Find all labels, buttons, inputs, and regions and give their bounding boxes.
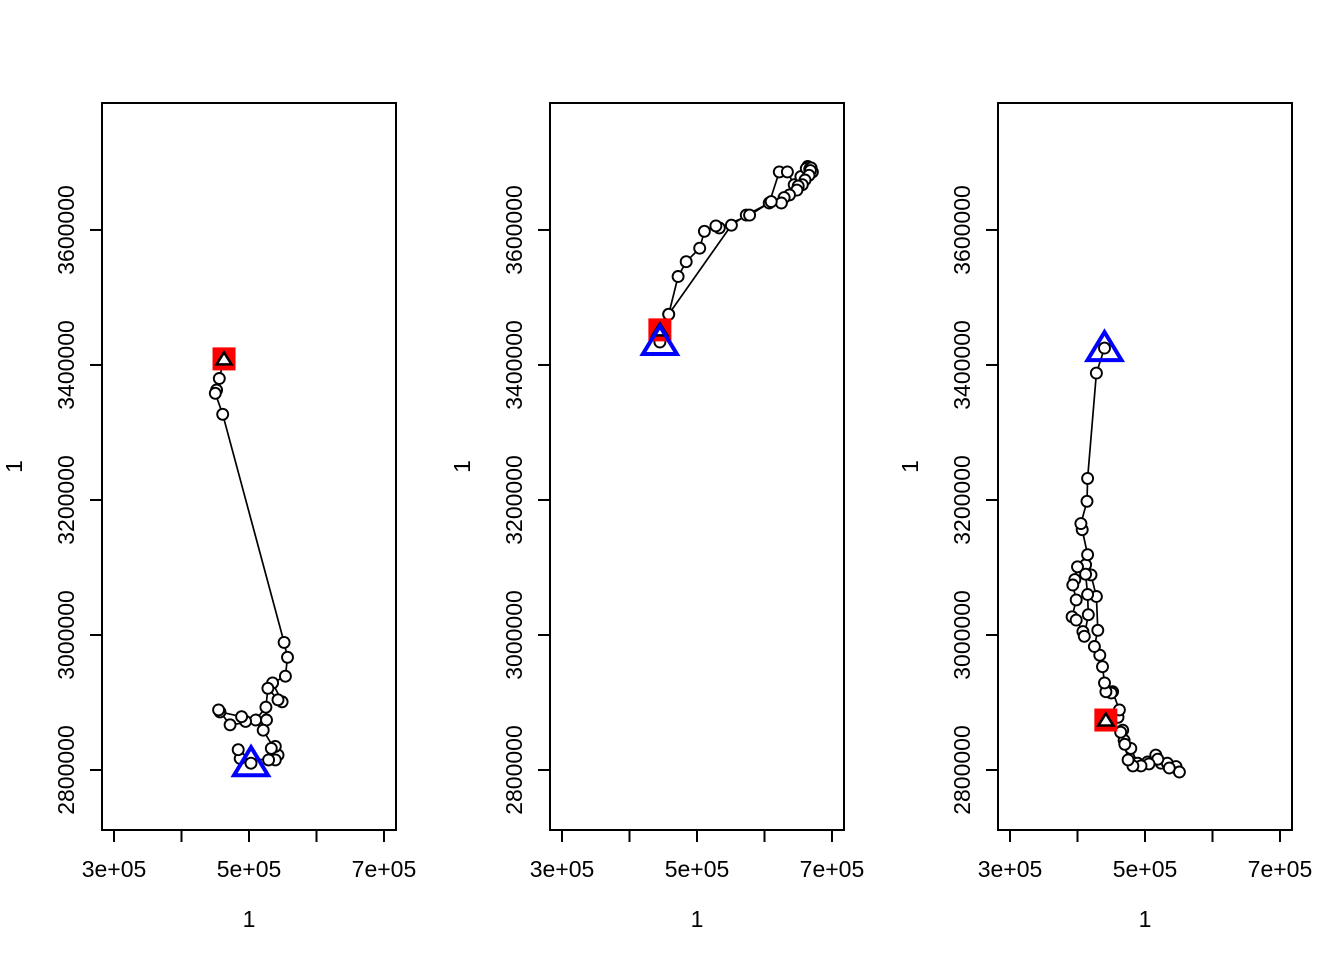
y-tick-label: 3200000: [53, 455, 79, 545]
trajectory-point: [1162, 761, 1176, 775]
trajectory-point: [662, 307, 676, 321]
plot-box: [549, 102, 845, 831]
y-tick-label: 3400000: [53, 320, 79, 410]
trajectory-point: [231, 743, 245, 757]
trajectory-point: [261, 681, 275, 695]
y-tick-label: 2800000: [501, 725, 527, 815]
y-tick-label: 3600000: [501, 185, 527, 275]
trajectory-point: [1077, 629, 1091, 643]
trajectory-point: [271, 693, 285, 707]
trajectory-point: [1069, 613, 1083, 627]
trajectory-point: [208, 386, 222, 400]
x-tick-label: 7e+05: [1248, 856, 1313, 882]
trajectory-point: [256, 723, 270, 737]
trajectory-point: [1066, 578, 1080, 592]
y-tick-label: 2800000: [949, 725, 975, 815]
y-tick-label: 3600000: [53, 185, 79, 275]
x-tick-label: 5e+05: [665, 856, 730, 882]
trajectory-point: [1096, 660, 1109, 674]
start-marker: [1094, 708, 1118, 732]
end-marker-triangle: [230, 743, 272, 778]
trajectory-point: [264, 741, 278, 755]
end-marker-triangle: [1083, 328, 1126, 363]
start-marker: [212, 347, 236, 371]
trajectory-point: [262, 753, 276, 767]
trajectory-point: [244, 756, 258, 770]
trajectory-point: [1081, 471, 1095, 485]
trajectory-point: [1069, 593, 1083, 607]
trajectory-point: [277, 635, 291, 649]
trajectory-point: [278, 669, 292, 683]
trajectory-point: [259, 700, 273, 714]
trajectory-point: [1074, 517, 1088, 531]
trajectory-point: [1079, 567, 1093, 581]
trajectory-point: [235, 710, 249, 724]
trajectory-point: [1089, 366, 1103, 380]
y-axis-title: 1: [1, 460, 27, 473]
trajectory-point: [1081, 548, 1095, 562]
x-axis-title: 1: [691, 906, 704, 932]
trajectory-point: [212, 372, 226, 385]
trajectory-point: [216, 407, 230, 421]
x-tick-label: 5e+05: [1113, 856, 1178, 882]
trajectory-point: [1098, 676, 1111, 690]
trajectory-point: [724, 218, 738, 232]
trajectory-point: [1087, 640, 1101, 653]
trajectory-point: [1080, 494, 1094, 508]
y-tick-label: 3400000: [949, 320, 975, 410]
trajectory-point: [764, 195, 778, 209]
trajectory-point: [774, 196, 788, 210]
end-marker-triangle: [639, 322, 681, 357]
y-tick-label: 3600000: [949, 185, 975, 275]
x-axis-title: 1: [1139, 906, 1152, 932]
x-tick-label: 3e+05: [978, 856, 1043, 882]
trajectory-point: [1071, 560, 1084, 574]
trajectory-point: [1091, 623, 1105, 637]
trajectory-point: [223, 718, 237, 732]
trajectory-point: [1098, 341, 1111, 355]
trajectory-point: [281, 650, 294, 664]
trajectory-point: [709, 219, 723, 233]
trajectory-point: [212, 703, 226, 717]
x-tick-label: 5e+05: [217, 856, 282, 882]
trajectory-point: [743, 208, 757, 222]
start-marker-inner-triangle: [1096, 711, 1116, 727]
trajectory-point: [693, 241, 707, 255]
x-tick-label: 3e+05: [530, 856, 595, 882]
panel-3: 3e+05 5e+05 7e+05 2800000 3000000 3200000 3400…: [897, 102, 1313, 932]
trajectory-point: [780, 165, 794, 179]
trajectory-point: [1121, 753, 1135, 767]
trajectory-point: [679, 255, 693, 269]
y-tick-label: 3000000: [949, 590, 975, 680]
y-tick-label: 3000000: [53, 590, 79, 680]
y-axis-title: 1: [897, 460, 923, 473]
y-tick-label: 3200000: [949, 455, 975, 545]
y-tick-label: 3400000: [501, 320, 527, 410]
x-tick-label: 3e+05: [82, 856, 147, 882]
panel-2: 3e+05 5e+05 7e+05 2800000 3000000 3200000 3400…: [449, 102, 865, 932]
trajectory-point: [671, 270, 685, 283]
trajectory-point: [1114, 725, 1128, 739]
x-tick-label: 7e+05: [352, 856, 417, 882]
y-tick-label: 3200000: [501, 455, 527, 545]
y-axis-title: 1: [449, 460, 475, 473]
trajectory-point: [697, 224, 711, 238]
trajectory-point: [1081, 608, 1095, 622]
start-marker-inner-triangle: [214, 350, 234, 366]
panel-1: 3e+05 5e+05 7e+05 2800000 3000000 3200000 3400…: [1, 102, 417, 932]
plot-box: [997, 102, 1293, 831]
x-axis-title: 1: [243, 906, 256, 932]
y-tick-label: 3000000: [501, 590, 527, 680]
y-tick-label: 2800000: [53, 725, 79, 815]
trajectory-point: [1118, 737, 1132, 751]
trajectory-point: [1081, 588, 1095, 601]
x-tick-label: 7e+05: [800, 856, 865, 882]
